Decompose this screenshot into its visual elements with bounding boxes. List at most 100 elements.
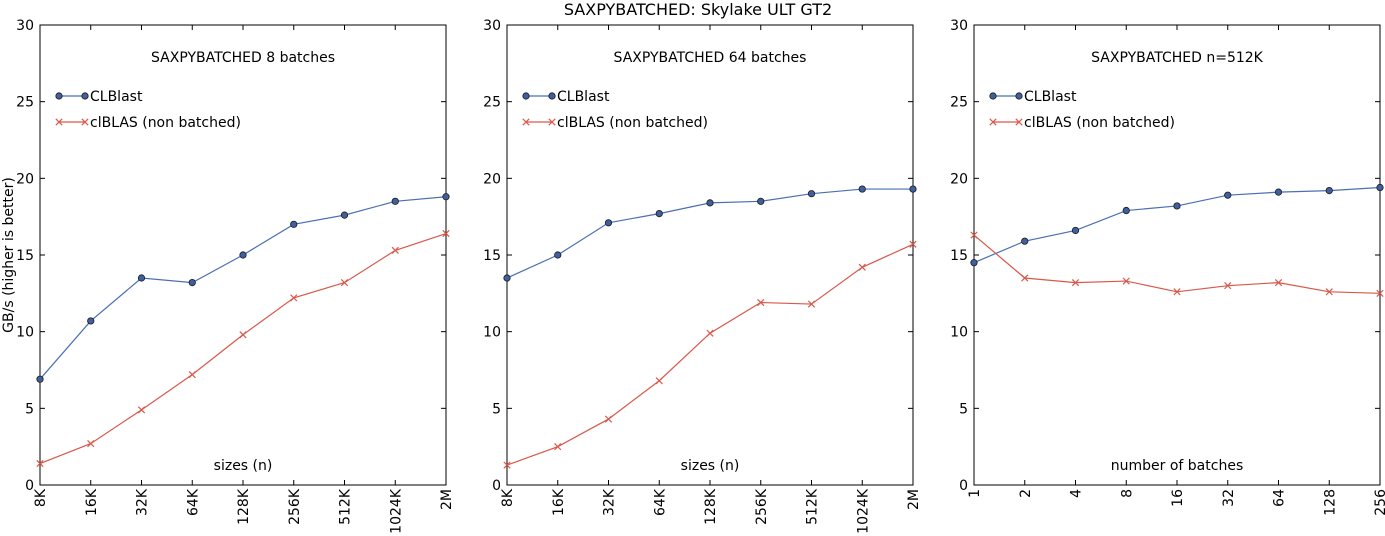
- data-point-clblas: [604, 415, 613, 423]
- x-tick-label: 32K: [135, 488, 151, 516]
- data-point-clblas: [188, 370, 196, 379]
- y-tick-label: 30: [16, 18, 34, 34]
- data-point-clblas: [391, 246, 399, 255]
- data-point-clblast: [807, 190, 816, 198]
- x-tick-label: 8: [1119, 489, 1135, 498]
- x-marker-stroke: [1173, 288, 1181, 296]
- legend-marker: [55, 92, 63, 100]
- y-tick-label: 25: [483, 95, 501, 111]
- data-point-clblas: [36, 459, 44, 468]
- x-marker-stroke: [442, 229, 450, 238]
- x-tick-label: 256K: [754, 488, 770, 525]
- data-point-clblast: [1122, 206, 1130, 215]
- x-tick-label: 16: [1170, 489, 1186, 507]
- y-tick-label: 0: [492, 478, 501, 494]
- data-point-clblast: [858, 185, 866, 193]
- x-axis-label: number of batches: [1111, 458, 1243, 474]
- x-tick-label: 256: [1373, 489, 1385, 516]
- data-point-clblas: [290, 294, 298, 302]
- data-point-clblas: [87, 439, 95, 448]
- panel-title: SAXPYBATCHED 64 batches: [614, 50, 807, 66]
- y-tick-label: 10: [16, 325, 34, 341]
- legend-marker: [1015, 118, 1023, 126]
- data-point-clblas: [655, 377, 663, 385]
- x-tick-label: 16K: [551, 488, 567, 516]
- x-axis-label: sizes (n): [214, 458, 273, 474]
- data-point-clblast: [706, 199, 714, 207]
- series-line-1: [39, 196, 447, 380]
- x-axis-label: sizes (n): [681, 458, 740, 474]
- data-point-clblast: [757, 197, 765, 205]
- series-line-2: [39, 232, 447, 465]
- x-tick-label: 512K: [805, 488, 821, 525]
- data-point-clblas: [1325, 288, 1333, 296]
- legend-label: CLBlast: [1024, 89, 1077, 105]
- x-tick-label: 2M: [906, 489, 922, 510]
- x-marker-stroke: [1122, 277, 1130, 285]
- x-tick-label: 64: [1272, 489, 1288, 507]
- legend-label: CLBlast: [90, 89, 143, 105]
- data-point-clblast: [503, 274, 511, 282]
- data-point-clblast: [970, 259, 978, 267]
- x-marker-stroke: [1071, 278, 1080, 287]
- y-tick-label: 25: [16, 95, 34, 111]
- data-point-clblas: [1274, 278, 1283, 287]
- data-point-clblast: [36, 375, 44, 383]
- data-point-clblas: [137, 406, 146, 414]
- data-point-clblast: [909, 185, 917, 193]
- legend-label: clBLAS (non batched): [90, 115, 241, 131]
- data-point-clblast: [554, 251, 562, 259]
- data-point-clblast: [1325, 187, 1333, 195]
- y-axis-label: GB/s (higher is better): [1, 177, 17, 333]
- data-point-clblast: [137, 274, 146, 282]
- data-point-clblas: [807, 300, 816, 308]
- data-point-clblas: [503, 461, 511, 469]
- y-tick-label: 5: [492, 401, 501, 417]
- x-marker-stroke: [1021, 274, 1029, 282]
- x-tick-label: 8K: [33, 488, 49, 507]
- data-point-clblas: [909, 240, 917, 248]
- legend-marker: [548, 92, 556, 100]
- data-point-clblas: [1122, 277, 1130, 285]
- x-marker-stroke: [807, 300, 816, 308]
- data-point-clblas: [1173, 288, 1181, 296]
- x-marker-stroke: [1325, 288, 1333, 296]
- legend-entry-1: CLBlast: [55, 89, 143, 105]
- data-point-clblast: [239, 251, 247, 259]
- x-marker-stroke: [604, 415, 613, 423]
- x-marker-stroke: [554, 443, 562, 451]
- legend-marker: [81, 92, 89, 100]
- series-line-2: [506, 243, 914, 466]
- data-point-clblast: [442, 193, 450, 201]
- legend-marker: [989, 118, 997, 126]
- legend-entry-2: clBLAS (non batched): [522, 115, 708, 131]
- x-marker-stroke: [137, 406, 146, 414]
- data-point-clblast: [290, 220, 298, 228]
- y-tick-label: 25: [950, 95, 968, 111]
- y-tick-label: 0: [25, 478, 34, 494]
- chart-panel-1: 0 5 10 15 20 25 30 8K 16K 32K 64K 128K 256K 512K 1024K…: [16, 18, 455, 534]
- x-marker-stroke: [1274, 278, 1283, 287]
- legend-label: clBLAS (non batched): [1024, 115, 1175, 131]
- legend-marker: [989, 92, 997, 100]
- series-line-2: [973, 234, 1381, 294]
- data-point-clblast: [655, 210, 663, 218]
- x-marker-stroke: [706, 329, 714, 337]
- x-marker-stroke: [1224, 282, 1232, 290]
- data-point-clblast: [604, 219, 613, 227]
- data-point-clblast: [1274, 188, 1283, 196]
- data-point-clblas: [1376, 289, 1384, 297]
- y-tick-label: 15: [16, 248, 34, 264]
- y-tick-label: 15: [483, 248, 501, 264]
- legend-entry-1: CLBlast: [989, 89, 1077, 105]
- data-point-clblas: [757, 298, 765, 307]
- x-marker-stroke: [290, 294, 298, 302]
- x-tick-label: 128: [1322, 489, 1338, 516]
- data-point-clblas: [1224, 282, 1232, 290]
- x-marker-stroke: [239, 331, 247, 339]
- x-tick-label: 64K: [185, 488, 201, 516]
- y-tick-label: 20: [483, 171, 501, 187]
- x-tick-label: 512K: [338, 488, 354, 525]
- data-point-clblas: [239, 331, 247, 339]
- x-marker-stroke: [391, 246, 399, 255]
